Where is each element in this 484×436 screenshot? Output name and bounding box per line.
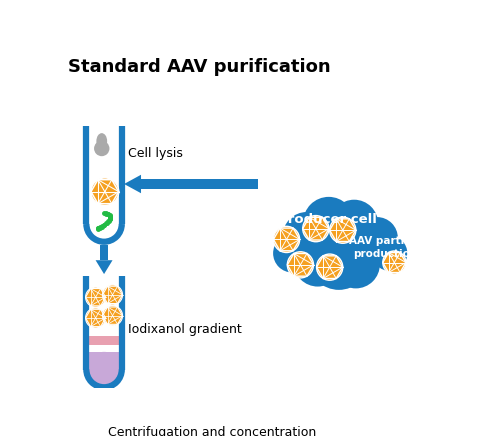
Bar	[86, 276, 122, 370]
Polygon shape	[124, 175, 141, 193]
Circle shape	[383, 251, 406, 274]
Circle shape	[287, 252, 314, 278]
Bar	[100, 392, 108, 407]
Ellipse shape	[96, 133, 107, 149]
Bar	[100, 245, 108, 260]
Circle shape	[302, 215, 329, 242]
Circle shape	[91, 178, 119, 205]
Circle shape	[86, 308, 106, 328]
Circle shape	[86, 352, 122, 387]
Circle shape	[294, 238, 342, 286]
Bar	[141, 179, 258, 189]
Text: Producer cell: Producer cell	[278, 213, 377, 226]
Circle shape	[86, 206, 122, 242]
Circle shape	[86, 287, 106, 307]
Bar	[86, 126, 122, 224]
Text: AAV particle
production: AAV particle production	[349, 235, 422, 259]
Bar	[86, 336, 122, 345]
Circle shape	[330, 217, 356, 243]
Text: Iodixanol gradient: Iodixanol gradient	[128, 323, 242, 336]
Circle shape	[372, 236, 408, 271]
Circle shape	[273, 234, 312, 272]
Text: Cell lysis: Cell lysis	[128, 146, 183, 160]
Circle shape	[273, 226, 300, 252]
Circle shape	[303, 197, 354, 248]
Circle shape	[332, 240, 380, 288]
Bar	[86, 351, 122, 370]
Circle shape	[317, 254, 343, 280]
Text: Centrifugation and concentration: Centrifugation and concentration	[108, 426, 316, 436]
Circle shape	[103, 285, 122, 305]
Circle shape	[283, 212, 331, 260]
Circle shape	[356, 217, 398, 259]
Circle shape	[103, 306, 122, 326]
Circle shape	[330, 200, 378, 248]
Polygon shape	[95, 260, 112, 274]
Circle shape	[94, 141, 109, 156]
Polygon shape	[95, 407, 112, 421]
Circle shape	[305, 217, 373, 284]
Text: Standard AAV purification: Standard AAV purification	[68, 58, 331, 76]
Circle shape	[308, 229, 369, 290]
Circle shape	[86, 352, 122, 387]
